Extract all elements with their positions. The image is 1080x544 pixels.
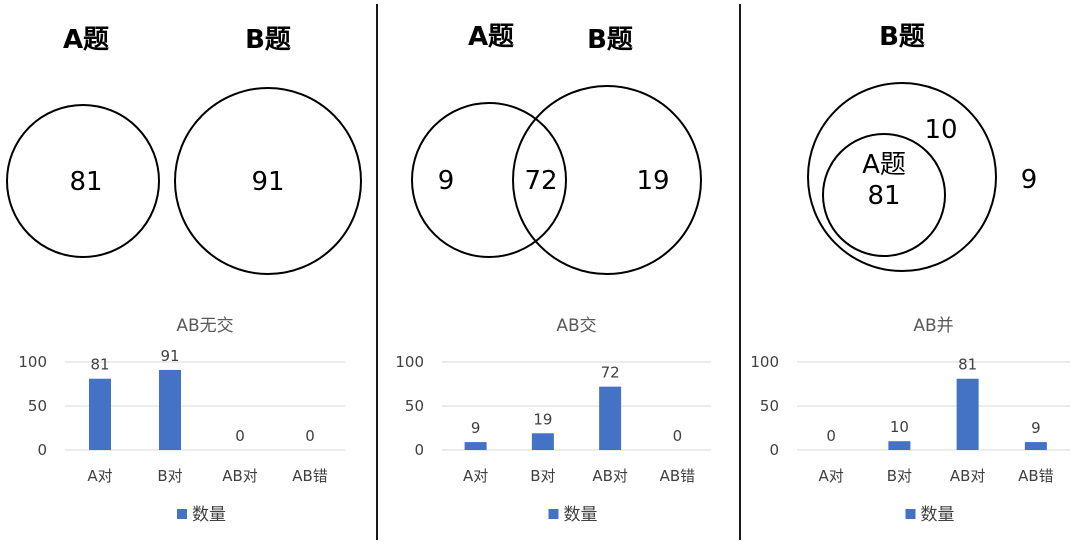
panel-union: B题 10 A题 81 9 AB并 0 50 100 0 A对 10 B对 81 AB对 9 AB错数… bbox=[740, 0, 1080, 544]
y-tick-label: 100 bbox=[750, 353, 779, 371]
data-label: 0 bbox=[826, 427, 836, 445]
data-label: 0 bbox=[305, 427, 315, 445]
venn-diagram-union: B题 10 A题 81 9 bbox=[807, 22, 1038, 272]
venn-a-title: A题 bbox=[468, 22, 514, 52]
y-tick-label: 0 bbox=[414, 441, 424, 459]
data-label: 0 bbox=[235, 427, 245, 445]
data-label: 9 bbox=[1031, 419, 1041, 437]
y-tick-label: 50 bbox=[28, 397, 47, 415]
x-tick-label: AB错 bbox=[292, 467, 328, 485]
bar bbox=[89, 378, 111, 450]
panel-divider bbox=[376, 4, 378, 540]
venn-a-title: A题 bbox=[63, 25, 109, 55]
chart-title: AB并 bbox=[913, 316, 953, 336]
x-tick-label: AB对 bbox=[222, 467, 258, 485]
bar bbox=[531, 433, 554, 450]
venn-a-only-count: 9 bbox=[438, 166, 455, 196]
bar bbox=[956, 378, 979, 450]
panel-intersect: A题 B题 9 72 19 AB交 0 50 100 9 A对 19 B对 72 AB对 0 AB错数… bbox=[377, 0, 739, 544]
venn-intersection-count: 72 bbox=[524, 166, 557, 196]
legend-swatch bbox=[905, 509, 916, 519]
x-tick-label: B对 bbox=[887, 467, 912, 485]
venn-b-only-count: 19 bbox=[636, 166, 669, 196]
y-tick-label: 0 bbox=[769, 441, 779, 459]
circle-b bbox=[174, 87, 362, 275]
venn-diagram-intersect: A题 B题 9 72 19 bbox=[411, 22, 702, 275]
y-tick-label: 50 bbox=[405, 397, 424, 415]
data-label: 9 bbox=[471, 419, 481, 437]
data-label: 10 bbox=[890, 418, 909, 436]
venn-b-count: 91 bbox=[251, 167, 284, 197]
circle-a bbox=[6, 104, 160, 258]
x-tick-label: AB错 bbox=[1018, 467, 1054, 485]
venn-b-only-count: 10 bbox=[924, 115, 957, 145]
data-label: 0 bbox=[673, 427, 683, 445]
chart-title: AB无交 bbox=[176, 316, 233, 336]
circle-b bbox=[512, 85, 702, 275]
venn-a-count: 81 bbox=[69, 167, 102, 197]
data-label: 81 bbox=[90, 356, 109, 374]
circle-a bbox=[411, 102, 567, 258]
bar bbox=[1024, 442, 1047, 450]
bar bbox=[464, 442, 487, 450]
bar bbox=[159, 369, 181, 450]
x-tick-label: A对 bbox=[87, 467, 112, 485]
venn-outside-count: 9 bbox=[1021, 165, 1038, 195]
venn-diagram-disjoint: A题 B题 81 91 bbox=[6, 25, 362, 275]
y-tick-label: 100 bbox=[18, 353, 47, 371]
x-tick-label: A对 bbox=[463, 467, 488, 485]
venn-b-title: B题 bbox=[879, 22, 925, 52]
venn-b-title: B题 bbox=[245, 25, 291, 55]
legend-swatch bbox=[177, 509, 187, 519]
x-tick-label: B对 bbox=[530, 467, 555, 485]
x-tick-label: A对 bbox=[818, 467, 843, 485]
y-tick-label: 50 bbox=[760, 397, 779, 415]
y-tick-label: 0 bbox=[37, 441, 47, 459]
data-label: 72 bbox=[601, 364, 620, 382]
x-tick-label: AB错 bbox=[660, 467, 696, 485]
x-tick-label: B对 bbox=[157, 467, 182, 485]
panel-disjoint: A题 B题 81 91 AB无交 0 50 100 81 A对 91 B对 0 AB对 0 AB错数量 bbox=[0, 0, 376, 544]
data-label: 91 bbox=[160, 347, 179, 365]
legend-swatch bbox=[548, 509, 559, 519]
panel-divider bbox=[739, 4, 741, 540]
venn-inner-title: A题 bbox=[862, 150, 906, 180]
legend-label: 数量 bbox=[192, 505, 226, 525]
chart-title: AB交 bbox=[556, 316, 596, 336]
x-tick-label: AB对 bbox=[592, 467, 628, 485]
legend-label: 数量 bbox=[921, 505, 955, 525]
bar bbox=[888, 441, 911, 450]
venn-b-title: B题 bbox=[587, 25, 633, 55]
y-tick-label: 100 bbox=[395, 353, 424, 371]
x-tick-label: AB对 bbox=[950, 467, 986, 485]
legend-label: 数量 bbox=[564, 505, 598, 525]
data-label: 19 bbox=[533, 410, 552, 428]
circle-a-inner bbox=[822, 133, 946, 257]
circle-b bbox=[807, 82, 997, 272]
bar bbox=[599, 386, 622, 450]
venn-inner-count: 81 bbox=[867, 181, 900, 211]
data-label: 81 bbox=[958, 356, 977, 374]
